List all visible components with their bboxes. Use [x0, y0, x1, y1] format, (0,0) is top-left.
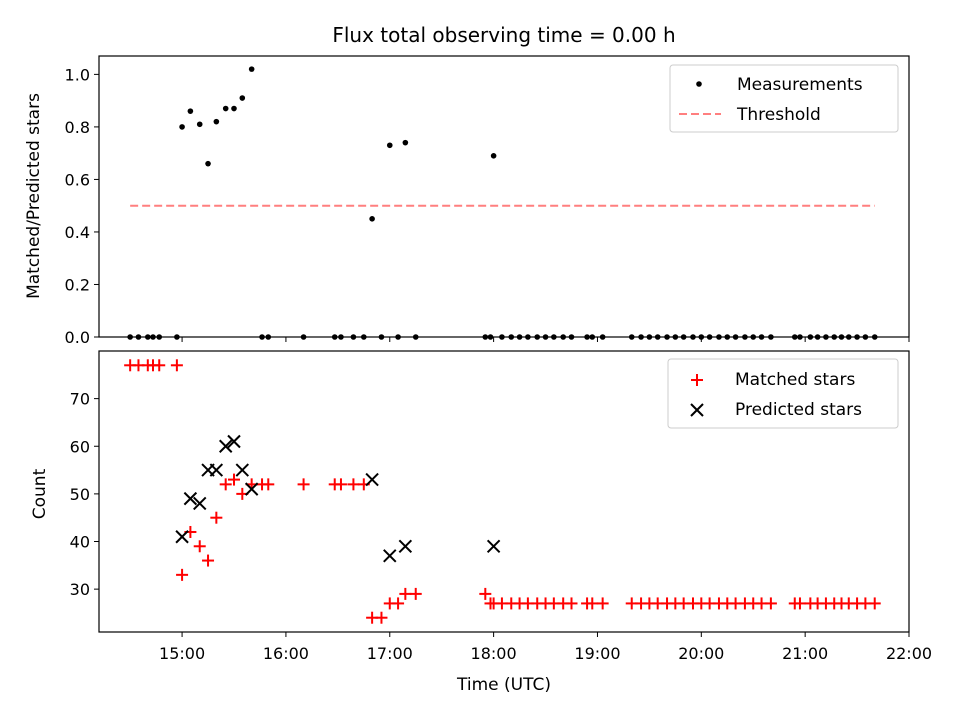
bottom-y-tick-label: 50	[70, 485, 90, 504]
matched-star-marker	[153, 359, 166, 372]
predicted-star-marker	[193, 496, 207, 511]
matched-star-marker	[202, 554, 215, 567]
matched-star-marker	[565, 597, 578, 610]
top-plot-frame	[98, 55, 910, 338]
matched-star-marker	[193, 540, 206, 553]
x-tick-label: 21:00	[782, 644, 828, 663]
matched-star-marker	[868, 597, 881, 610]
matched-star-marker	[375, 611, 388, 624]
measurement-point	[239, 95, 246, 101]
matched-star-marker	[399, 587, 412, 600]
matched-star-marker	[262, 478, 275, 491]
bottom-plot-frame	[98, 350, 910, 633]
matched-star-marker	[297, 478, 310, 491]
measurement-point	[369, 216, 375, 222]
legend-predicted-label: Predicted stars	[735, 400, 862, 420]
measurement-point	[490, 152, 497, 159]
predicted-star-marker	[183, 491, 198, 506]
measurement-point	[196, 121, 203, 128]
chart-title: Flux total observing time = 0.00 h	[332, 23, 675, 47]
legend-measurements-label: Measurements	[737, 75, 863, 95]
predicted-star-marker	[398, 539, 413, 553]
matched-star-marker	[176, 568, 189, 581]
bottom-y-tick-label: 30	[70, 580, 90, 599]
legend-matched-label: Matched stars	[735, 370, 855, 390]
top-y-tick-label: 0.6	[65, 170, 90, 189]
x-tick-label: 15:00	[159, 644, 205, 663]
legend-matched-marker	[691, 374, 703, 386]
predicted-star-marker	[486, 539, 501, 553]
matched-star-marker	[793, 597, 806, 610]
x-tick-label: 22:00	[886, 644, 932, 663]
measurement-point	[231, 105, 237, 112]
legend-threshold-label: Threshold	[736, 105, 821, 125]
predicted-star-marker	[218, 439, 233, 453]
top-y-tick-label: 0.2	[65, 275, 90, 294]
matched-star-marker	[347, 478, 360, 491]
measurement-point	[248, 66, 255, 72]
measurement-point	[386, 142, 393, 149]
predicted-star-marker	[175, 530, 189, 544]
measurement-point	[179, 124, 185, 130]
matched-star-marker	[334, 478, 347, 491]
top-y-tick-label: 0.4	[65, 223, 90, 242]
top-chart-panel: Flux total observing time = 0.00 h Match…	[24, 23, 910, 347]
top-y-tick-label: 0.0	[65, 328, 90, 347]
bottom-chart-panel: Count Time (UTC) 30 40 50 60 70 15:00 16:00 17:…	[30, 350, 932, 695]
matched-star-marker	[586, 597, 599, 610]
legend-predicted-marker	[690, 403, 704, 417]
matched-star-marker	[409, 587, 422, 600]
predicted-star-marker	[383, 549, 397, 563]
measurement-point	[222, 105, 229, 112]
top-legend: Measurements Threshold	[669, 64, 899, 133]
measurement-point	[402, 139, 409, 146]
bottom-legend-box	[667, 358, 899, 429]
matched-star-marker	[210, 511, 223, 524]
matched-star-marker	[479, 587, 492, 600]
matched-star-marker	[764, 597, 777, 610]
y-axis-label-ratio: Matched/Predicted stars	[24, 93, 44, 299]
legend-measurements-marker	[696, 81, 702, 87]
x-tick-label: 17:00	[367, 644, 413, 663]
top-legend-box	[669, 64, 899, 133]
measurement-point	[187, 108, 194, 114]
bottom-y-tick-label: 60	[70, 437, 90, 456]
y-axis-label-count: Count	[30, 468, 50, 519]
measurement-point	[213, 118, 220, 125]
bottom-plot-area: 30 40 50 60 70 15:00 16:00 17:00 18:00 19:00 20:00…	[70, 359, 932, 663]
predicted-star-marker	[244, 482, 259, 496]
x-tick-label: 20:00	[678, 644, 724, 663]
x-tick-label: 19:00	[574, 644, 620, 663]
bottom-legend: Matched stars Predicted stars	[667, 358, 899, 429]
matched-star-marker	[596, 597, 609, 610]
top-y-tick-label: 1.0	[65, 65, 90, 84]
x-tick-label: 18:00	[471, 644, 517, 663]
predicted-star-marker	[209, 463, 224, 477]
top-y-tick-label: 0.8	[65, 118, 90, 137]
matched-star-marker	[170, 359, 183, 372]
predicted-star-marker	[365, 472, 379, 487]
matched-star-marker	[219, 478, 232, 491]
matched-star-marker	[228, 473, 240, 486]
x-axis-label-time: Time (UTC)	[456, 675, 551, 695]
bottom-y-tick-label: 70	[70, 390, 90, 409]
x-tick-label: 16:00	[263, 644, 309, 663]
measurement-point	[205, 160, 211, 167]
predicted-star-marker	[227, 434, 241, 449]
predicted-star-marker	[235, 463, 250, 477]
bottom-y-tick-label: 40	[70, 533, 90, 552]
matched-star-marker	[392, 597, 405, 610]
